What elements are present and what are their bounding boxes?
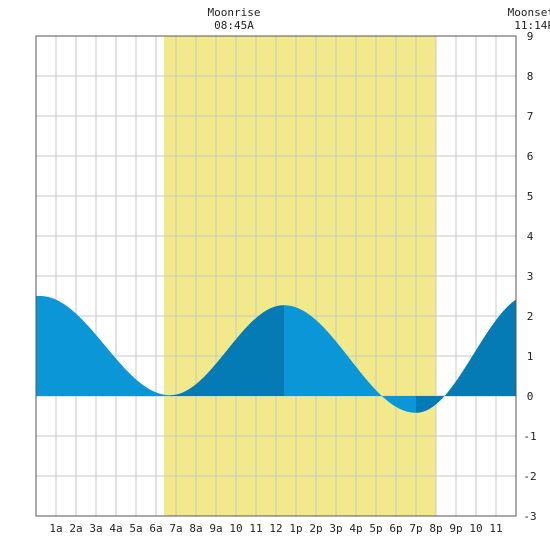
x-tick-label: 5a xyxy=(129,522,142,535)
y-tick-labels: -3 -2 -1 0 1 2 3 4 5 6 7 8 9 xyxy=(523,30,536,523)
y-tick-label: 6 xyxy=(527,150,534,163)
x-tick-label: 9a xyxy=(209,522,222,535)
x-tick-label: 7p xyxy=(409,522,422,535)
y-tick-label: 1 xyxy=(527,350,534,363)
x-tick-label: 10 xyxy=(469,522,482,535)
x-tick-label: 4a xyxy=(109,522,122,535)
y-tick-label: 4 xyxy=(527,230,534,243)
x-tick-label: 4p xyxy=(349,522,362,535)
y-tick-label: 5 xyxy=(527,190,534,203)
tide-area-segment xyxy=(284,305,416,413)
y-tick-label: 7 xyxy=(527,110,534,123)
y-tick-label: 0 xyxy=(527,390,534,403)
x-tick-label: 7a xyxy=(169,522,182,535)
x-tick-labels: 1a 2a 3a 4a 5a 6a 7a 8a 9a 10 11 12 1p 2p 3p 4p 5p 6p 7p 8p… xyxy=(49,522,502,535)
tide-area-segment xyxy=(416,299,516,413)
moonrise-label: Moonrise 08:45A xyxy=(184,6,284,32)
tide-series xyxy=(36,296,516,413)
y-tick-label: 2 xyxy=(527,310,534,323)
y-tick-label: 8 xyxy=(527,70,534,83)
moonset-label: Moonset 11:14P xyxy=(478,6,550,32)
x-tick-label: 8p xyxy=(429,522,442,535)
y-tick-label: -3 xyxy=(523,510,536,523)
x-tick-label: 5p xyxy=(369,522,382,535)
moonset-title: Moonset xyxy=(507,6,550,19)
x-tick-label: 3p xyxy=(329,522,342,535)
moonset-time: 11:14P xyxy=(514,19,550,32)
y-tick-label: -2 xyxy=(523,470,536,483)
x-tick-label: 6a xyxy=(149,522,162,535)
tide-area-segment xyxy=(170,305,284,396)
tide-area-segment xyxy=(36,296,170,396)
x-tick-label: 10 xyxy=(229,522,242,535)
x-tick-label: 2a xyxy=(69,522,82,535)
y-tick-label: -1 xyxy=(523,430,536,443)
y-tick-label: 9 xyxy=(527,30,534,43)
x-tick-label: 1a xyxy=(49,522,62,535)
plot-border xyxy=(35,35,517,517)
x-tick-label: 2p xyxy=(309,522,322,535)
chart-axes xyxy=(35,35,517,517)
x-tick-label: 11 xyxy=(249,522,262,535)
x-tick-label: 8a xyxy=(189,522,202,535)
x-tick-label: 9p xyxy=(449,522,462,535)
y-tick-label: 3 xyxy=(527,270,534,283)
moonrise-title: Moonrise xyxy=(207,6,261,19)
x-tick-label: 6p xyxy=(389,522,402,535)
x-tick-label: 3a xyxy=(89,522,102,535)
moonrise-time: 08:45A xyxy=(214,19,254,32)
x-tick-label: 12 xyxy=(269,522,282,535)
x-tick-label: 1p xyxy=(289,522,302,535)
x-tick-label: 11 xyxy=(489,522,502,535)
